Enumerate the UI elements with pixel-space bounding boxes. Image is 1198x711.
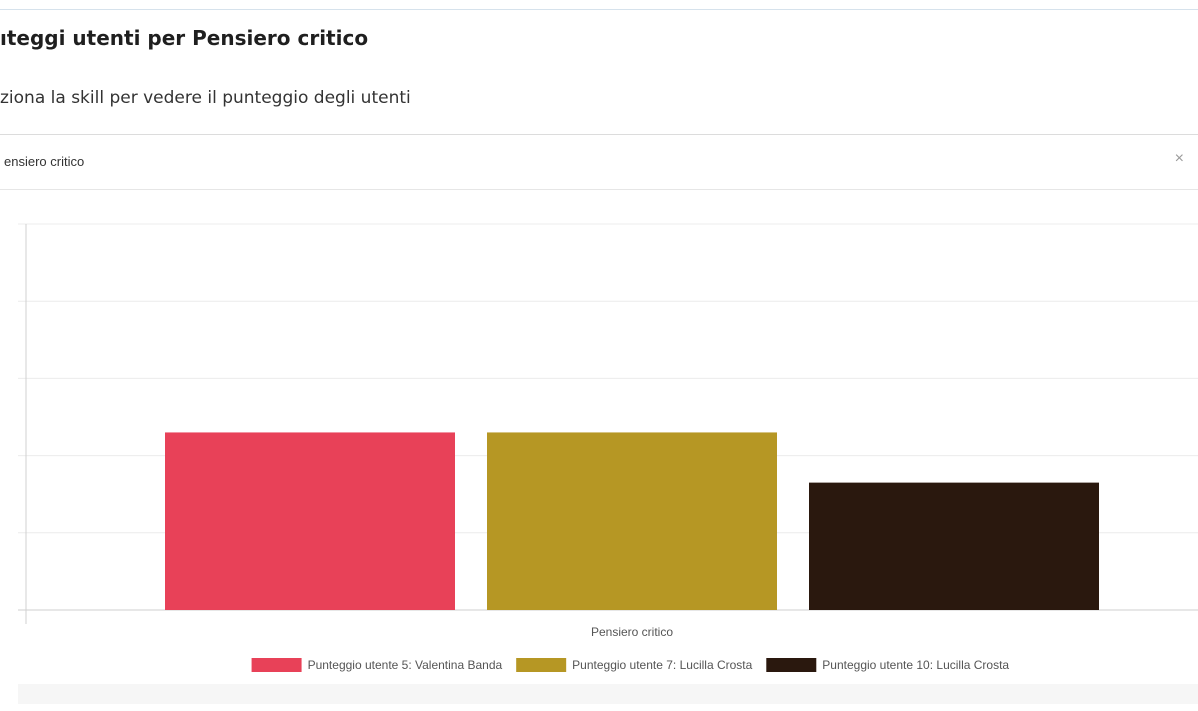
legend-swatch <box>516 658 567 672</box>
legend-swatch <box>251 658 302 672</box>
page-title: ıteggi utenti per Pensiero critico <box>0 26 369 50</box>
legend-label: Punteggio utente 7: Lucilla Crosta <box>572 658 752 672</box>
skill-select[interactable]: ensiero critico × <box>0 134 1198 190</box>
top-divider <box>0 9 1198 10</box>
page-instruction: ziona la skill per vedere il punteggio d… <box>0 88 411 108</box>
bar-2[interactable] <box>487 432 777 610</box>
bar-1[interactable] <box>165 432 455 610</box>
legend-swatch <box>766 658 817 672</box>
bar-3[interactable] <box>809 482 1099 610</box>
legend-label: Punteggio utente 10: Lucilla Crosta <box>822 658 1009 672</box>
chart-legend: Punteggio utente 5: Valentina Banda Punte… <box>251 658 1009 672</box>
chart-x-labels: Pensiero critico <box>591 625 673 639</box>
footer-band <box>18 684 1198 704</box>
x-tick-label: Pensiero critico <box>591 625 673 639</box>
legend-item-3[interactable]: Punteggio utente 10: Lucilla Crosta <box>766 658 1009 672</box>
skill-select-value: ensiero critico <box>4 154 85 169</box>
chart-bars <box>165 432 1099 610</box>
legend-label: Punteggio utente 5: Valentina Banda <box>308 658 503 672</box>
legend-item-1[interactable]: Punteggio utente 5: Valentina Banda <box>251 658 503 672</box>
bar-chart: Pensiero critico Punteggio utente 5: Val… <box>18 223 1198 672</box>
legend-item-2[interactable]: Punteggio utente 7: Lucilla Crosta <box>516 658 753 672</box>
clear-icon[interactable]: × <box>1174 150 1184 167</box>
